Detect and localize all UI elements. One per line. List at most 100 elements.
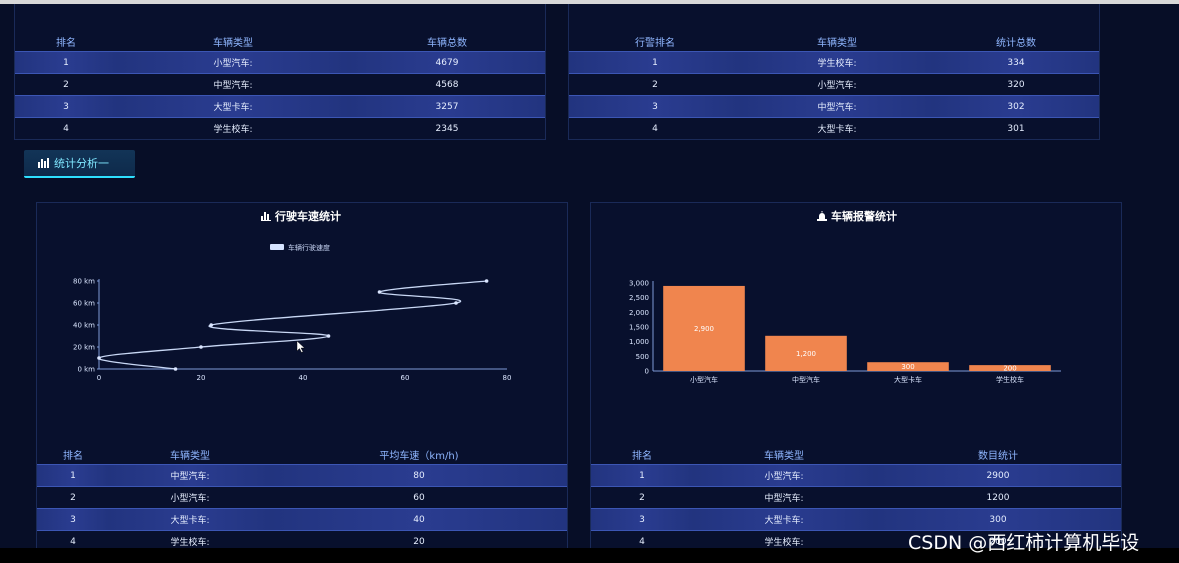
cell-average-speed: 20 xyxy=(413,536,425,547)
cell-rank: 4 xyxy=(639,536,645,547)
y-tick-label: 20 km xyxy=(73,344,95,352)
column-header-rank: 排名 xyxy=(63,450,83,462)
x-tick-label: 60 xyxy=(401,374,410,382)
x-tick-label: 中型汽车 xyxy=(792,375,820,384)
table-row: 3 大型卡车: 300 xyxy=(591,508,1121,531)
mouse-cursor-icon xyxy=(296,340,306,353)
x-tick-label: 40 xyxy=(299,374,308,382)
cell-total: 4679 xyxy=(349,51,545,74)
data-point[interactable] xyxy=(326,334,331,338)
data-point[interactable] xyxy=(454,301,458,305)
legend-swatch xyxy=(270,244,284,250)
average-speed-table: 排名 车辆类型 平均车速（km/h) 1 中型汽车: 80 2 小型汽车: 60… xyxy=(37,444,567,552)
cell-vehicle-type: 小型汽车: xyxy=(817,81,857,91)
data-point[interactable] xyxy=(209,323,213,327)
table-row: 4 学生校车: 20 xyxy=(37,531,567,553)
alarm-chart-title: 车辆报警统计 xyxy=(817,208,897,224)
table-row: 4 学生校车: 200 xyxy=(591,531,1121,553)
cell-rank: 2 xyxy=(63,79,69,90)
vehicle-total-table: 排名 车辆类型 车辆总数 1 小型汽车: 4679 2 中型汽车: 4568 3… xyxy=(15,31,545,139)
top-right-table-panel: 行警排名 车辆类型 统计总数 1 学生校车: 334 2 小型汽车: 320 3… xyxy=(568,4,1100,140)
table-row: 2 中型汽车: 4568 xyxy=(15,74,545,96)
data-point[interactable] xyxy=(377,290,382,294)
table-row: 4 大型卡车: 301 xyxy=(569,118,1099,140)
y-tick-label: 2,500 xyxy=(629,294,649,302)
column-header-vehicle-type: 车辆类型 xyxy=(764,450,804,462)
table-row: 4 学生校车: 2345 xyxy=(15,118,545,140)
column-header-count: 数目统计 xyxy=(978,450,1018,462)
cell-rank: 3 xyxy=(15,95,117,118)
table-row: 1 小型汽车: 4679 xyxy=(15,51,545,74)
alarm-bar-chart: 3,000 2,500 2,000 1,500 1,000 500 0 小型汽车 中型汽车 大型卡… xyxy=(629,280,1061,384)
cell-rank: 4 xyxy=(70,536,76,547)
speed-series-line xyxy=(98,280,487,370)
column-header-average-speed: 平均车速（km/h) xyxy=(379,450,459,462)
cell-vehicle-type: 学生校车: xyxy=(170,538,210,548)
cell-rank: 2 xyxy=(652,79,658,90)
table-row: 3 大型卡车: 3257 xyxy=(15,95,545,118)
column-header-vehicle-type: 车辆类型 xyxy=(817,37,857,49)
cell-total: 4568 xyxy=(435,79,459,90)
table-row: 2 小型汽车: 60 xyxy=(37,487,567,509)
data-point[interactable] xyxy=(199,345,203,349)
bar-data-label: 2,900 xyxy=(694,325,714,333)
cell-vehicle-type: 学生校车: xyxy=(741,51,933,74)
column-header-vehicle-type: 车辆类型 xyxy=(170,450,210,462)
cell-rank: 3 xyxy=(591,508,693,531)
cell-total: 2345 xyxy=(435,123,459,134)
x-tick-label: 小型汽车 xyxy=(690,375,718,384)
window-top-edge xyxy=(0,0,1179,4)
bar[interactable] xyxy=(867,362,949,371)
y-tick-label: 0 km xyxy=(77,366,95,374)
table-row: 3 大型卡车: 40 xyxy=(37,508,567,531)
legend-label: 车辆行驶速度 xyxy=(288,243,330,252)
section-button-label: 统计分析一 xyxy=(54,157,109,170)
cell-count: 320 xyxy=(1007,79,1025,90)
bar[interactable] xyxy=(765,335,847,371)
cell-count: 301 xyxy=(1007,123,1025,134)
y-tick-label: 0 xyxy=(645,368,649,376)
y-tick-label: 1,500 xyxy=(629,324,649,332)
bar[interactable] xyxy=(663,285,745,371)
bar[interactable] xyxy=(969,365,1051,371)
data-point[interactable] xyxy=(173,367,178,371)
column-header-count: 统计总数 xyxy=(996,37,1036,49)
alarm-count-table: 排名 车辆类型 数目统计 1 小型汽车: 2900 2 中型汽车: 1200 3… xyxy=(591,444,1121,552)
cell-vehicle-type: 大型卡车: xyxy=(109,508,271,531)
cell-average-speed: 40 xyxy=(271,508,567,531)
cell-vehicle-type: 学生校车: xyxy=(764,538,804,548)
cell-rank: 1 xyxy=(569,51,741,74)
table-row: 3 中型汽车: 302 xyxy=(569,95,1099,118)
x-tick-label: 大型卡车 xyxy=(894,375,922,384)
cell-vehicle-type: 学生校车: xyxy=(213,125,253,135)
speed-chart-title: 行驶车速统计 xyxy=(261,208,341,224)
cell-count: 302 xyxy=(933,95,1099,118)
cell-vehicle-type: 大型卡车: xyxy=(693,508,875,531)
data-point[interactable] xyxy=(484,279,489,283)
cell-vehicle-type: 中型汽车: xyxy=(764,494,804,504)
y-tick-label: 2,000 xyxy=(629,309,649,317)
data-point[interactable] xyxy=(97,356,101,360)
table-row: 1 学生校车: 334 xyxy=(569,51,1099,74)
statistics-section-button[interactable]: 统计分析一 xyxy=(24,150,135,178)
cell-rank: 2 xyxy=(639,492,645,503)
column-header-rank: 排名 xyxy=(632,450,652,462)
y-tick-label: 3,000 xyxy=(629,280,649,288)
table-row: 1 小型汽车: 2900 xyxy=(591,464,1121,487)
bar-data-label: 300 xyxy=(901,363,914,371)
cell-vehicle-type: 小型汽车: xyxy=(170,494,210,504)
table-row: 2 中型汽车: 1200 xyxy=(591,487,1121,509)
alarm-chart-title-text: 车辆报警统计 xyxy=(831,210,897,223)
cell-rank: 3 xyxy=(37,508,109,531)
column-header-vehicle-type: 车辆类型 xyxy=(213,37,253,49)
y-tick-label: 40 km xyxy=(73,322,95,330)
cell-count: 334 xyxy=(933,51,1099,74)
speed-chart-title-text: 行驶车速统计 xyxy=(275,210,341,223)
bar-chart-icon xyxy=(38,158,49,168)
x-tick-label: 学生校车 xyxy=(996,375,1024,384)
top-left-table-panel: 排名 车辆类型 车辆总数 1 小型汽车: 4679 2 中型汽车: 4568 3… xyxy=(14,4,546,140)
window-bottom-edge xyxy=(0,548,1179,563)
cell-vehicle-type: 中型汽车: xyxy=(741,95,933,118)
cell-rank: 1 xyxy=(591,464,693,487)
cell-vehicle-type: 小型汽车: xyxy=(693,464,875,487)
